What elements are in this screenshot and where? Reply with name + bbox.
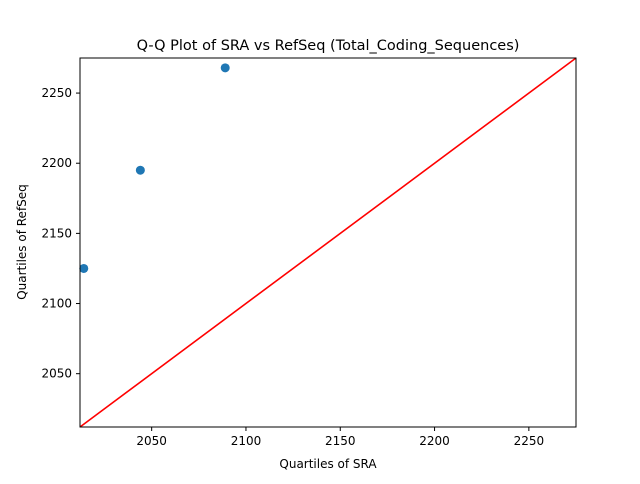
reference-line-layer [79,57,577,428]
y-axis-ticks: 2050 2100 2150 2200 2250 [41,86,80,381]
data-points-layer [79,63,230,273]
y-tick-label: 2200 [41,156,72,170]
y-tick-label: 2250 [41,86,72,100]
x-tick-label: 2250 [514,434,545,448]
data-point-2 [135,165,145,175]
plot-area-frame [79,57,577,428]
data-point-3 [220,63,230,73]
y-tick-label: 2050 [41,367,72,381]
data-point-1 [79,263,89,273]
y-tick-label: 2100 [41,297,72,311]
x-axis-label: Quartiles of SRA [279,457,377,471]
x-axis-ticks: 2050 2100 2150 2200 2250 [136,427,544,448]
x-tick-label: 2050 [136,434,167,448]
x-tick-label: 2100 [231,434,262,448]
reference-line [79,57,577,428]
chart-title: Q-Q Plot of SRA vs RefSeq (Total_Coding_… [137,38,520,54]
y-axis-label: Quartiles of RefSeq [15,184,29,300]
y-tick-label: 2150 [41,226,72,240]
x-tick-label: 2150 [325,434,356,448]
x-tick-label: 2200 [419,434,450,448]
